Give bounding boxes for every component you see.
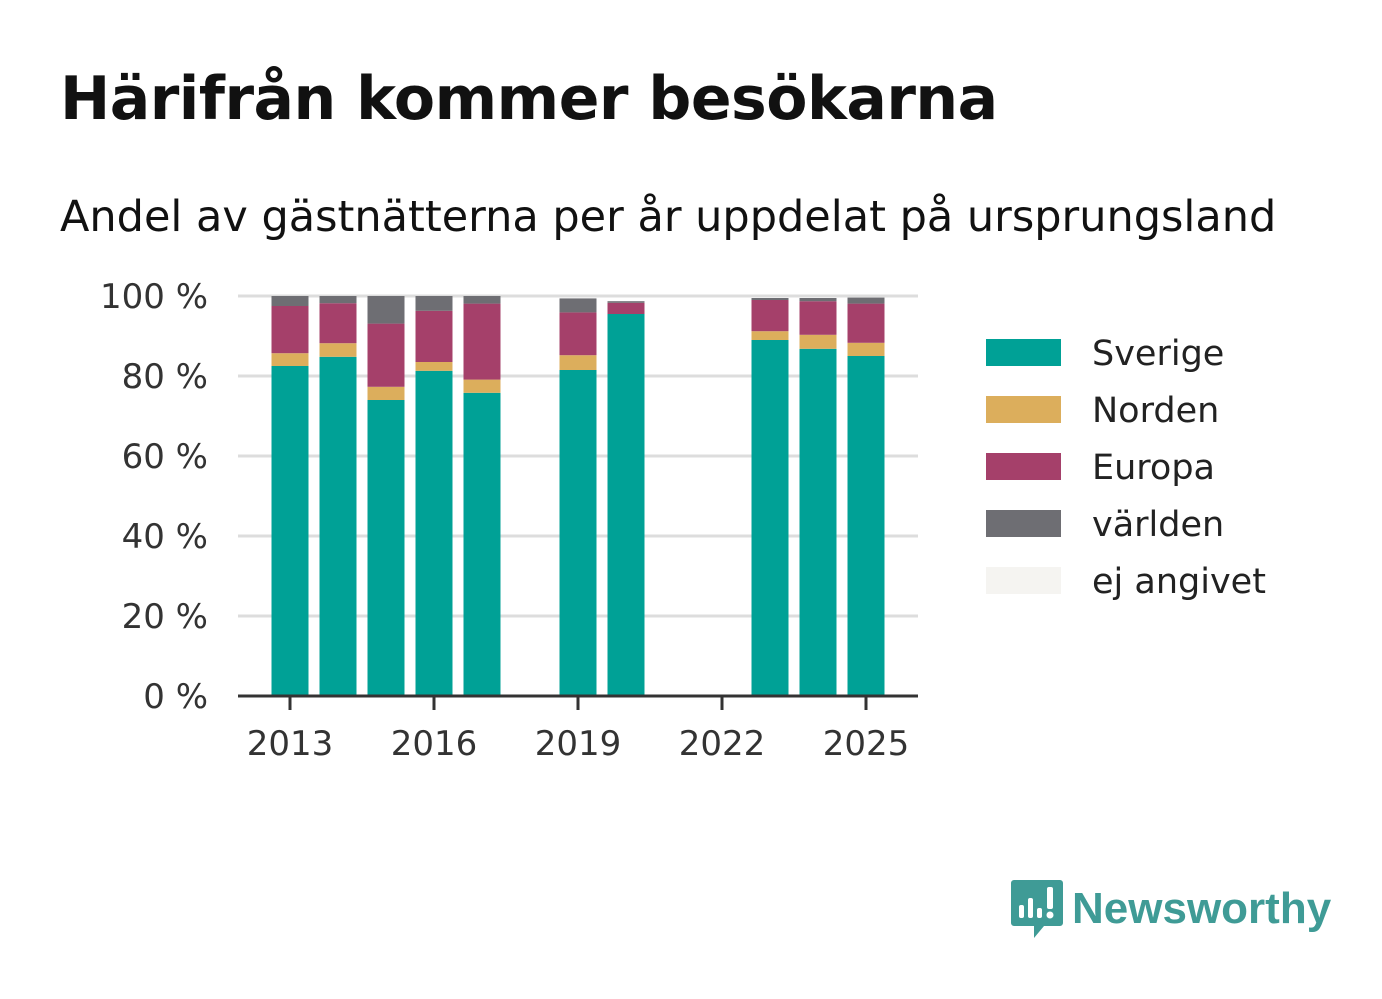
bar-segment-världen [367,296,405,324]
bar-segment-europa [463,303,501,380]
bar-segment-europa [367,323,405,387]
y-tick-label: 100 % [100,277,208,317]
y-tick-label: 0 % [143,677,208,717]
legend-label: Norden [1092,391,1219,431]
bar-segment-norden [847,342,885,356]
bar-segment-världen [847,297,885,304]
x-tick-label: 2022 [679,724,766,764]
bar-segment-världen [751,298,789,300]
bar-segment-sverige [751,340,789,696]
chart-title: Härifrån kommer besökarna [60,64,998,134]
bar-segment-norden [751,331,789,340]
bar-segment-världen [607,301,645,303]
legend-swatch [986,339,1061,366]
legend-swatch [986,453,1061,480]
chart-subtitle: Andel av gästnätterna per år uppdelat på… [60,192,1277,242]
legend-swatch [986,396,1061,423]
bar-segment-europa [415,310,453,362]
bar-segment-världen [559,298,597,313]
legend-swatch [986,567,1061,594]
bars [271,296,885,696]
bar-segment-världen [319,296,357,304]
x-tick-label: 2025 [823,724,910,764]
x-tick-label: 2016 [391,724,478,764]
bar-segment-sverige [415,370,453,696]
bar-segment-världen [799,298,837,302]
bar-segment-norden [559,355,597,370]
brand-name: Newsworthy [1072,884,1332,933]
y-tick-label: 20 % [122,597,208,637]
bar-segment-norden [367,386,405,400]
bar-segment-sverige [847,356,885,696]
bar-segment-europa [319,303,357,344]
legend-label: Sverige [1092,334,1224,374]
bar-segment-sverige [463,392,501,696]
bar-segment-sverige [319,356,357,696]
bar-segment-sverige [367,400,405,696]
bar-segment-europa [559,312,597,356]
y-tick-label: 60 % [122,437,208,477]
x-tick-label: 2013 [247,724,334,764]
bar-segment-norden [319,343,357,357]
bar-segment-norden [415,362,453,371]
bar-segment-sverige [799,348,837,696]
bar-segment-världen [463,296,501,304]
bar-segment-sverige [607,314,645,696]
bar-segment-europa [847,303,885,343]
bar-segment-världen [415,296,453,311]
bar-segment-europa [751,300,789,332]
bar-segment-europa [271,306,309,354]
x-tick-label: 2019 [535,724,622,764]
legend-label: ej angivet [1092,562,1266,602]
legend-label: världen [1092,505,1224,545]
bar-segment-europa [799,301,837,335]
brand-logo: Newsworthy [1010,878,1331,940]
bar-segment-sverige [559,370,597,696]
newsworthy-logo-icon [1011,880,1063,938]
bar-segment-sverige [271,366,309,696]
y-tick-label: 80 % [122,357,208,397]
bar-segment-norden [463,379,501,393]
legend-label: Europa [1092,448,1215,488]
bar-segment-världen [271,296,309,306]
legend-swatch [986,510,1061,537]
bar-segment-europa [607,302,645,314]
legend: Sverige Norden Europa världen ej angivet [986,334,1266,602]
bar-segment-norden [271,353,309,366]
bar-segment-norden [799,334,837,349]
y-tick-label: 40 % [122,517,208,557]
axes: 0 % 20 % 40 % 60 % 80 % 100 % 2013 2016 2019 2022… [100,277,918,764]
